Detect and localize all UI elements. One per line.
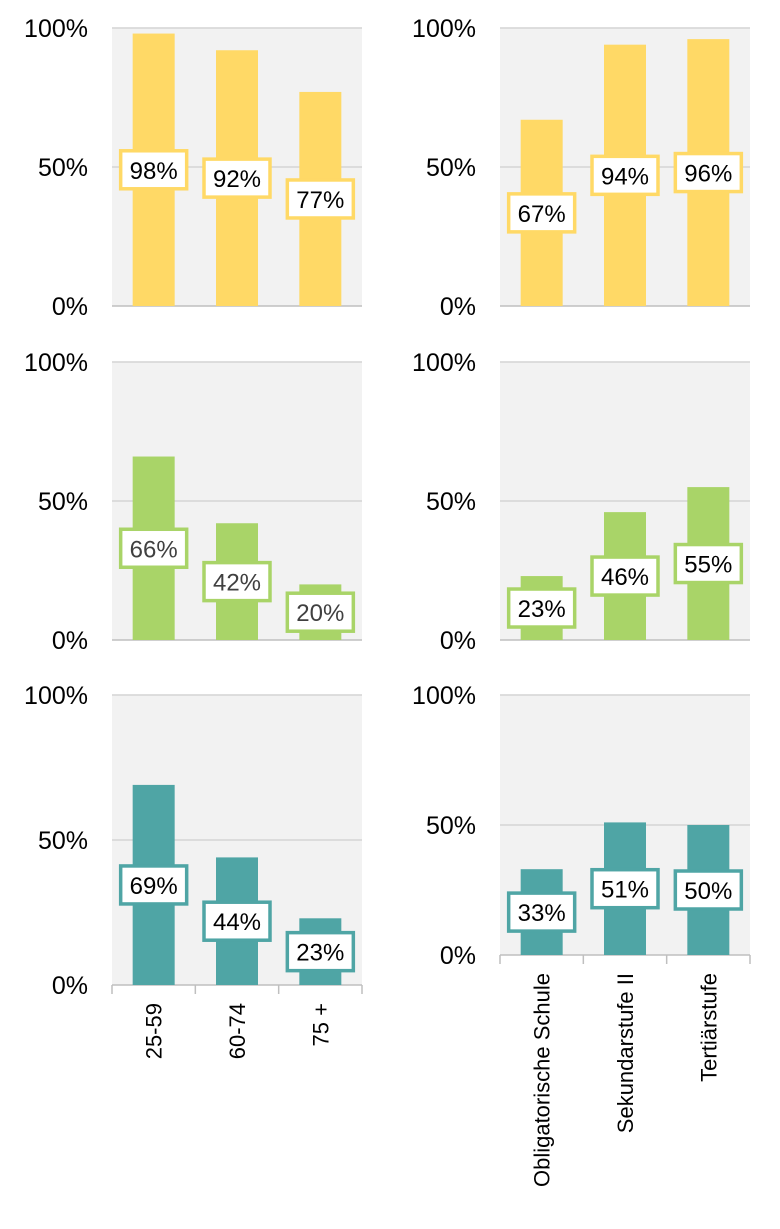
y-tick-label: 100% — [24, 349, 88, 377]
y-tick-label: 100% — [412, 349, 476, 377]
data-label: 69% — [130, 873, 178, 900]
data-label-box — [590, 555, 660, 597]
chart-panel-5: 0% 50% 100% 69% 25-59 44% 60-74 23% 75 + — [24, 682, 363, 1059]
data-label: 50% — [684, 878, 732, 905]
category-label: Obligatorische Schule — [530, 973, 555, 1187]
y-tick-label: 50% — [38, 488, 88, 516]
data-label-box — [202, 157, 272, 199]
y-tick-label: 50% — [426, 812, 476, 840]
data-label: 77% — [296, 187, 344, 214]
data-label: 94% — [601, 163, 649, 190]
data-label: 66% — [130, 536, 178, 563]
data-label: 42% — [213, 570, 261, 597]
data-label: 33% — [518, 900, 566, 927]
y-tick-label: 50% — [38, 827, 88, 855]
data-label-box — [285, 591, 356, 633]
data-label-box — [590, 867, 660, 910]
data-label: 20% — [296, 600, 344, 627]
data-label-box — [673, 151, 744, 194]
data-label-box — [673, 542, 744, 585]
y-tick-label: 50% — [426, 488, 476, 516]
y-tick-label: 100% — [412, 682, 476, 710]
chart-panel-6: 0% 50% 100% 33% Obligatorische Schule 51% Seku… — [412, 682, 751, 1187]
y-tick-label: 0% — [52, 627, 88, 655]
y-tick-label: 0% — [52, 972, 88, 1000]
data-label: 23% — [518, 596, 566, 623]
y-tick-label: 100% — [24, 682, 88, 710]
y-tick-label: 0% — [52, 293, 88, 321]
data-label-box — [506, 587, 577, 629]
data-label: 44% — [213, 909, 261, 936]
data-label-box — [285, 178, 356, 220]
y-tick-label: 0% — [440, 293, 476, 321]
data-label: 92% — [213, 166, 261, 193]
data-label: 67% — [518, 201, 566, 228]
data-label: 98% — [130, 158, 178, 185]
data-label: 55% — [684, 552, 732, 579]
chart-panel-2: 0% 50% 100% 67% 94% 96% — [412, 15, 750, 321]
data-label-box — [118, 149, 189, 191]
category-label: Tertiärstufe — [696, 973, 721, 1082]
data-label-box — [673, 869, 744, 911]
y-tick-label: 50% — [426, 154, 476, 182]
data-label: 46% — [601, 564, 649, 591]
y-tick-label: 100% — [24, 15, 88, 43]
data-label-box — [506, 891, 577, 933]
y-tick-label: 0% — [440, 942, 476, 970]
y-tick-label: 50% — [38, 154, 88, 182]
data-label-box — [506, 192, 577, 234]
data-label-box — [118, 527, 189, 570]
data-label: 96% — [684, 161, 732, 188]
data-label-box — [202, 560, 272, 603]
chart-panel-1: 0% 50% 100% 98% 92% 77% — [24, 15, 362, 321]
data-label-box — [202, 900, 272, 942]
category-label: 60-74 — [225, 1003, 250, 1059]
category-label: 75 + — [308, 1003, 333, 1046]
data-label-box — [285, 930, 356, 973]
y-tick-label: 0% — [440, 627, 476, 655]
data-label: 51% — [601, 877, 649, 904]
category-label: Sekundarstufe II — [613, 973, 638, 1133]
chart-panel-3: 0% 50% 100% 66% 42% 20% — [24, 349, 362, 655]
data-label-box — [590, 154, 660, 197]
data-label-box — [118, 864, 189, 906]
category-label: 25-59 — [142, 1003, 167, 1059]
chart-panel-4: 0% 50% 100% 23% 46% 55% — [412, 349, 750, 655]
y-tick-label: 100% — [412, 15, 476, 43]
data-label: 23% — [296, 940, 344, 967]
